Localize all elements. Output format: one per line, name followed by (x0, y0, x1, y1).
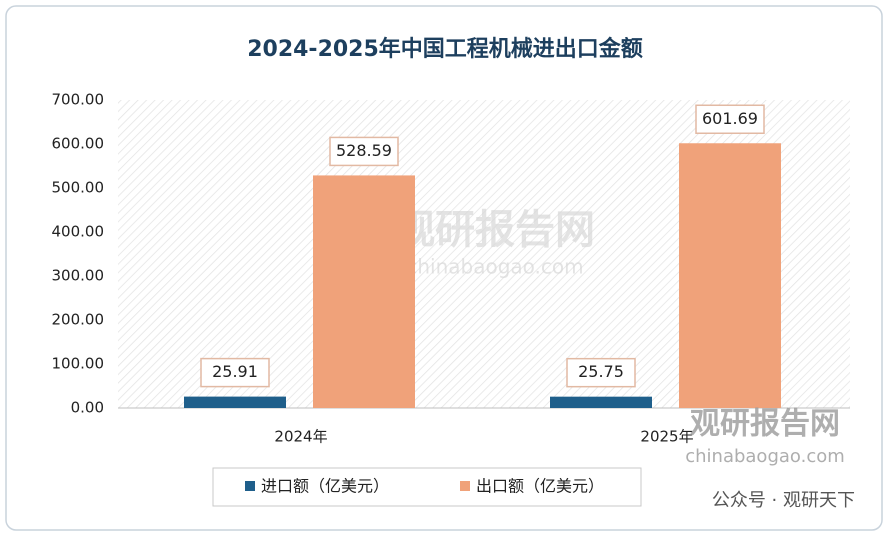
y-tick-label: 500.00 (52, 179, 105, 197)
bar (313, 175, 415, 408)
legend-label: 进口额（亿美元） (261, 477, 389, 496)
y-tick-label: 700.00 (52, 91, 105, 109)
value-label-box (566, 357, 636, 388)
value-label: 528.59 (336, 141, 392, 160)
bar (184, 396, 286, 408)
watermark: 观研报告网 (690, 407, 840, 442)
watermark: 公众号 · 观研天下 (712, 490, 855, 511)
y-tick-label: 100.00 (52, 355, 105, 373)
legend-swatch (245, 481, 255, 491)
value-label: 25.91 (212, 362, 258, 381)
watermark: 观研报告网 (395, 207, 595, 253)
bar (679, 143, 781, 408)
y-tick-label: 0.00 (71, 399, 104, 417)
watermark: chinabaogao.com (685, 446, 845, 467)
y-tick-label: 600.00 (52, 135, 105, 153)
y-tick-label: 200.00 (52, 311, 105, 329)
legend-label: 出口额（亿美元） (476, 477, 604, 496)
value-label: 601.69 (702, 109, 758, 128)
value-label-box (200, 357, 270, 388)
value-label: 25.75 (578, 362, 624, 381)
watermark: chinabaogao.com (406, 255, 583, 279)
y-tick-label: 400.00 (52, 223, 105, 241)
legend-box (212, 467, 642, 507)
bar (550, 396, 652, 408)
x-tick-label: 2025年 (640, 428, 693, 446)
value-label-box (329, 136, 399, 167)
y-tick-label: 300.00 (52, 267, 105, 285)
chart-title: 2024-2025年中国工程机械进出口金额 (247, 36, 643, 62)
value-label-box (695, 104, 765, 135)
legend-swatch (460, 481, 470, 491)
x-tick-label: 2024年 (274, 428, 327, 446)
